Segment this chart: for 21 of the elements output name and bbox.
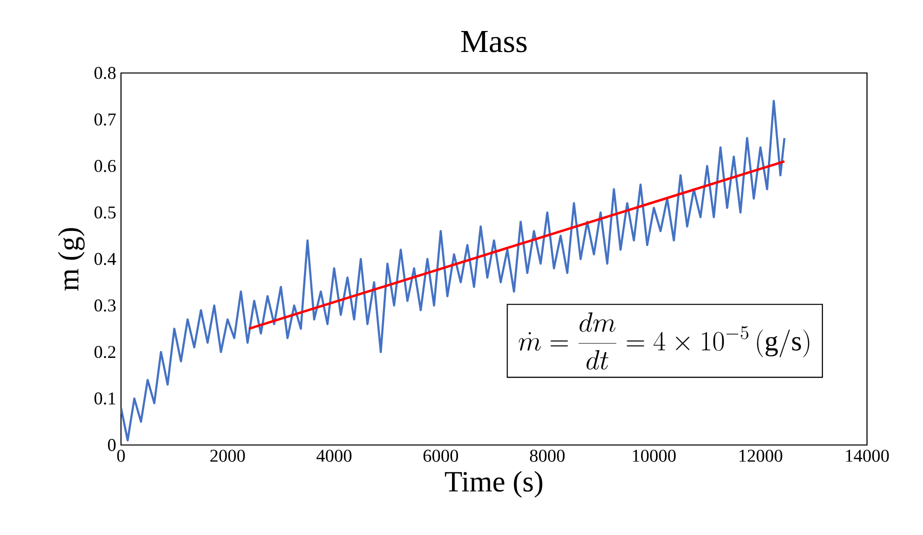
x-tick-label: 12000 — [740, 450, 782, 462]
x-tick-label: 2000 — [210, 450, 245, 462]
y-axis-title: m (g) — [58, 228, 85, 291]
y-tick-label: 0 — [108, 438, 116, 452]
y-tick-label: 0.4 — [94, 252, 116, 266]
x-axis-title: Time (s) — [444, 471, 542, 498]
y-tick-label: 0.5 — [94, 206, 116, 219]
x-tick-label: 0 — [117, 450, 125, 462]
x-tick-label: 8000 — [530, 450, 565, 462]
annotation: $\dot{m}=\frac{dm}{dt}=4\times10^{-5}\,\mathrm{(g/s)}$ — [518, 312, 810, 370]
y-tick-label: 0.6 — [94, 160, 116, 172]
x-tick-label: 4000 — [316, 450, 352, 462]
y-tick-label: 0.7 — [94, 113, 116, 126]
y-tick-label: 0.3 — [94, 299, 116, 312]
y-tick-label: 0.2 — [94, 346, 116, 358]
x-tick-label: 6000 — [423, 450, 458, 462]
y-tick-label: 0.1 — [94, 392, 116, 405]
y-tick-label: 0.8 — [94, 66, 116, 80]
chart-title: Mass — [461, 31, 527, 52]
x-tick-label: 10000 — [632, 450, 676, 462]
x-tick-label: 14000 — [846, 450, 889, 462]
